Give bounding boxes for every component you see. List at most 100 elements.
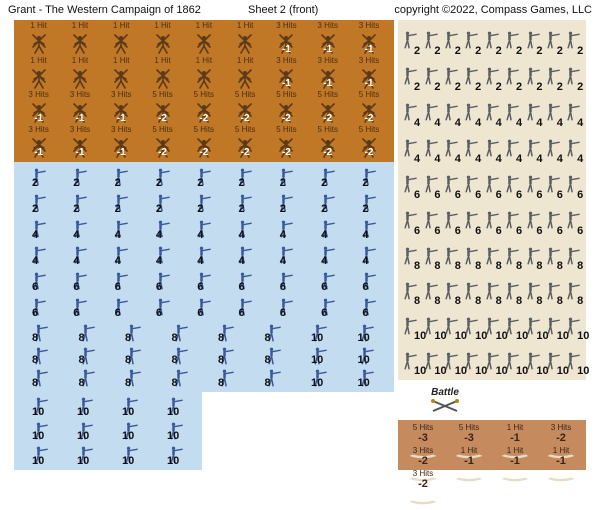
- union-unit-c-4[interactable]: 10: [18, 419, 63, 444]
- union-unit-c-9[interactable]: 10: [63, 443, 108, 468]
- union-unit-c-5[interactable]: 10: [63, 419, 108, 444]
- union-unit-53[interactable]: 6: [348, 294, 389, 320]
- native-counter-26[interactable]: 5 Hits -2: [348, 91, 389, 126]
- union-unit-13[interactable]: 2: [183, 190, 224, 216]
- union-unit-b-10[interactable]: 8: [111, 345, 158, 368]
- union-unit-c-11[interactable]: 10: [153, 443, 198, 468]
- union-unit-1[interactable]: 2: [59, 164, 100, 190]
- union-unit-42[interactable]: 6: [266, 268, 307, 294]
- confederate-unit-26[interactable]: 4: [563, 94, 583, 130]
- native-counter-34[interactable]: 5 Hits -2: [307, 126, 348, 161]
- union-unit-18[interactable]: 4: [18, 216, 59, 242]
- native-counter-28[interactable]: 3 Hits -1: [59, 126, 100, 161]
- union-unit-b-17[interactable]: 8: [65, 367, 112, 390]
- boat-counter-2[interactable]: 1 Hit -1: [492, 422, 538, 445]
- union-unit-8[interactable]: 2: [348, 164, 389, 190]
- union-unit-22[interactable]: 4: [183, 216, 224, 242]
- boat-counter-8[interactable]: 3 Hits -2: [400, 468, 446, 502]
- union-unit-30[interactable]: 4: [142, 242, 183, 268]
- union-unit-b-0[interactable]: 8: [18, 322, 65, 345]
- native-counter-25[interactable]: 5 Hits -2: [307, 91, 348, 126]
- union-unit-b-20[interactable]: 8: [204, 367, 251, 390]
- native-counter-22[interactable]: 5 Hits -2: [183, 91, 224, 126]
- union-unit-b-8[interactable]: 8: [18, 345, 65, 368]
- boat-counter-7[interactable]: 1 Hit -1: [538, 445, 584, 468]
- union-unit-c-10[interactable]: 10: [108, 443, 153, 468]
- union-unit-9[interactable]: 2: [18, 190, 59, 216]
- confederate-unit-17[interactable]: 2: [563, 58, 583, 94]
- union-unit-4[interactable]: 2: [183, 164, 224, 190]
- union-unit-11[interactable]: 2: [101, 190, 142, 216]
- union-unit-41[interactable]: 6: [224, 268, 265, 294]
- native-counter-31[interactable]: 5 Hits -2: [183, 126, 224, 161]
- native-counter-17[interactable]: 3 Hits -1: [348, 57, 389, 92]
- union-unit-0[interactable]: 2: [18, 164, 59, 190]
- native-counter-23[interactable]: 5 Hits -2: [224, 91, 265, 126]
- union-unit-c-2[interactable]: 10: [108, 394, 153, 419]
- union-unit-17[interactable]: 2: [348, 190, 389, 216]
- union-unit-c-7[interactable]: 10: [153, 419, 198, 444]
- union-unit-52[interactable]: 6: [307, 294, 348, 320]
- boat-counter-5[interactable]: 1 Hit -1: [446, 445, 492, 468]
- native-counter-7[interactable]: 3 Hits -1: [307, 22, 348, 57]
- union-unit-c-3[interactable]: 10: [153, 394, 198, 419]
- union-unit-51[interactable]: 6: [266, 294, 307, 320]
- native-counter-20[interactable]: 3 Hits -1: [101, 91, 142, 126]
- union-unit-b-13[interactable]: 8: [251, 345, 298, 368]
- union-unit-b-1[interactable]: 8: [65, 322, 112, 345]
- union-unit-45[interactable]: 6: [18, 294, 59, 320]
- confederate-unit-44[interactable]: 6: [563, 166, 583, 202]
- union-unit-b-11[interactable]: 8: [158, 345, 205, 368]
- union-unit-c-6[interactable]: 10: [108, 419, 153, 444]
- union-unit-b-22[interactable]: 10: [297, 367, 344, 390]
- native-counter-9[interactable]: 1 Hit: [18, 57, 59, 92]
- native-counter-12[interactable]: 1 Hit: [142, 57, 183, 92]
- native-counter-6[interactable]: 3 Hits -1: [266, 22, 307, 57]
- union-unit-35[interactable]: 4: [348, 242, 389, 268]
- native-counter-35[interactable]: 5 Hits -2: [348, 126, 389, 161]
- union-unit-47[interactable]: 6: [101, 294, 142, 320]
- union-unit-36[interactable]: 6: [18, 268, 59, 294]
- union-unit-c-0[interactable]: 10: [18, 394, 63, 419]
- union-unit-20[interactable]: 4: [101, 216, 142, 242]
- union-unit-6[interactable]: 2: [266, 164, 307, 190]
- native-counter-8[interactable]: 3 Hits -1: [348, 22, 389, 57]
- native-counter-19[interactable]: 3 Hits -1: [59, 91, 100, 126]
- native-counter-24[interactable]: 5 Hits -2: [266, 91, 307, 126]
- confederate-unit-35[interactable]: 4: [563, 130, 583, 166]
- union-unit-c-1[interactable]: 10: [63, 394, 108, 419]
- native-counter-33[interactable]: 5 Hits -2: [266, 126, 307, 161]
- native-counter-1[interactable]: 1 Hit: [59, 22, 100, 57]
- union-unit-40[interactable]: 6: [183, 268, 224, 294]
- native-counter-32[interactable]: 5 Hits -2: [224, 126, 265, 161]
- union-unit-27[interactable]: 4: [18, 242, 59, 268]
- union-unit-b-7[interactable]: 10: [344, 322, 391, 345]
- union-unit-b-23[interactable]: 10: [344, 367, 391, 390]
- union-unit-24[interactable]: 4: [266, 216, 307, 242]
- native-counter-14[interactable]: 1 Hit: [224, 57, 265, 92]
- union-unit-15[interactable]: 2: [266, 190, 307, 216]
- union-unit-10[interactable]: 2: [59, 190, 100, 216]
- native-counter-21[interactable]: 5 Hits -2: [142, 91, 183, 126]
- union-unit-b-14[interactable]: 10: [297, 345, 344, 368]
- union-unit-49[interactable]: 6: [183, 294, 224, 320]
- union-unit-32[interactable]: 4: [224, 242, 265, 268]
- native-counter-15[interactable]: 3 Hits -1: [266, 57, 307, 92]
- confederate-unit-b-35[interactable]: 10: [563, 343, 583, 378]
- native-counter-16[interactable]: 3 Hits -1: [307, 57, 348, 92]
- union-unit-16[interactable]: 2: [307, 190, 348, 216]
- union-unit-5[interactable]: 2: [224, 164, 265, 190]
- union-unit-25[interactable]: 4: [307, 216, 348, 242]
- union-unit-43[interactable]: 6: [307, 268, 348, 294]
- native-counter-3[interactable]: 1 Hit: [142, 22, 183, 57]
- native-counter-29[interactable]: 3 Hits -1: [101, 126, 142, 161]
- union-unit-23[interactable]: 4: [224, 216, 265, 242]
- native-counter-30[interactable]: 5 Hits -2: [142, 126, 183, 161]
- native-counter-5[interactable]: 1 Hit: [224, 22, 265, 57]
- native-counter-13[interactable]: 1 Hit: [183, 57, 224, 92]
- native-counter-27[interactable]: 3 Hits -1: [18, 126, 59, 161]
- union-unit-b-12[interactable]: 8: [204, 345, 251, 368]
- boat-counter-1[interactable]: 5 Hits -3: [446, 422, 492, 445]
- union-unit-50[interactable]: 6: [224, 294, 265, 320]
- union-unit-48[interactable]: 6: [142, 294, 183, 320]
